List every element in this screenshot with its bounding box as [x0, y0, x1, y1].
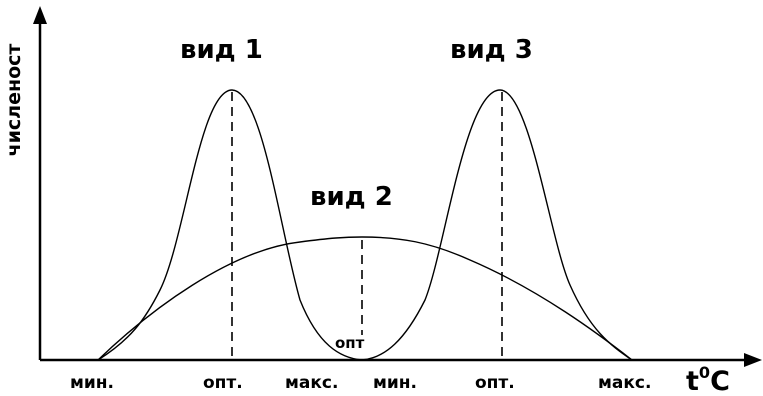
- species-2-curve: [97, 236, 633, 361]
- y-axis-arrow: [33, 6, 47, 24]
- species-1-label: вид 1: [180, 35, 263, 65]
- x-tick-max-2: макс.: [598, 373, 651, 393]
- species-3-label: вид 3: [450, 35, 533, 65]
- x-axis-arrow: [744, 353, 762, 367]
- species-3-curve: [361, 89, 633, 361]
- y-axis-label: численост: [3, 44, 25, 157]
- x-tick-max-1: макс.: [285, 373, 338, 393]
- x-axis-unit-base: t: [686, 366, 699, 396]
- species-2-optimum-label: опт: [335, 334, 365, 352]
- x-tick-min-2: мин.: [373, 373, 417, 393]
- x-axis-unit-sup: 0: [699, 363, 710, 382]
- x-tick-min-1: мин.: [70, 373, 114, 393]
- x-axis-unit: t0C: [686, 363, 730, 396]
- x-axis-unit-tail: C: [710, 366, 730, 396]
- x-tick-opt-1: опт.: [203, 373, 243, 393]
- species-1-curve: [97, 89, 363, 361]
- species-2-label: вид 2: [310, 182, 393, 212]
- x-tick-opt-2: опт.: [475, 373, 515, 393]
